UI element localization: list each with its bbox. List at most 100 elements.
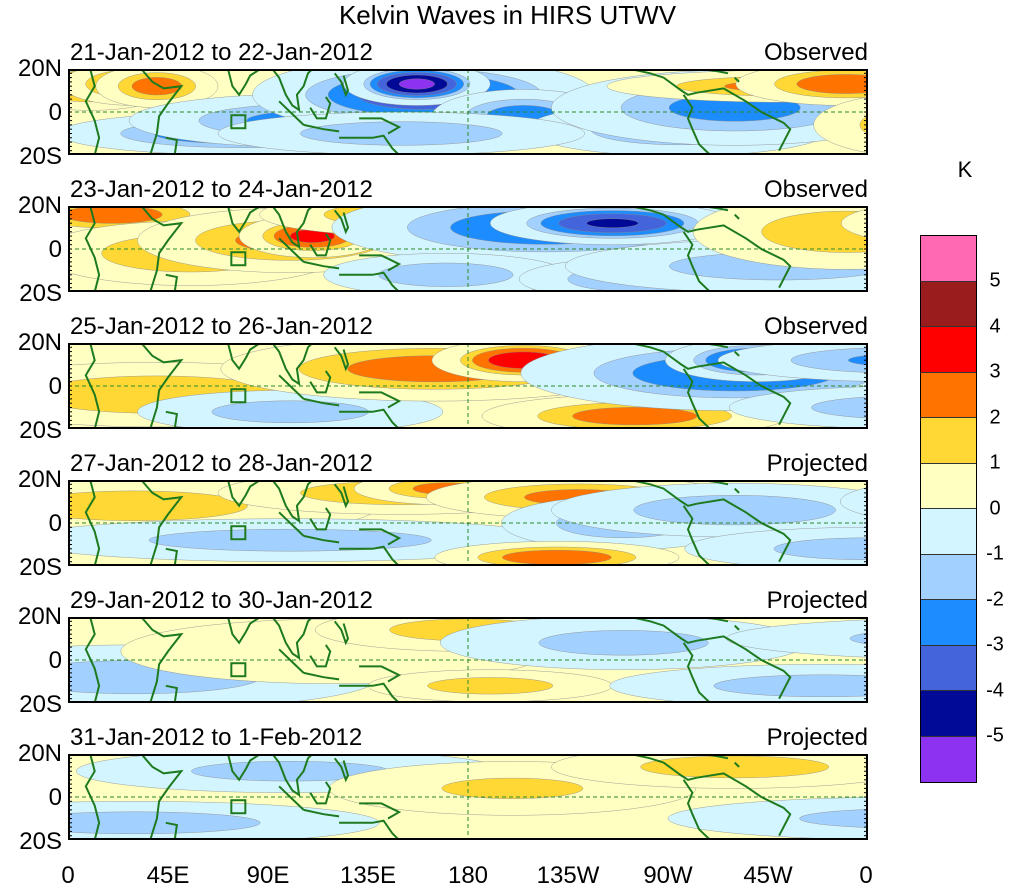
contour-region (148, 529, 432, 552)
coastline (333, 72, 350, 98)
coastline (309, 507, 332, 531)
y-tick-label: 20S (19, 691, 62, 718)
coastline (271, 617, 314, 660)
panel-0: 21-Jan-2012 to 22-Jan-2012 Observed 20N … (18, 39, 868, 170)
contour-region (790, 347, 868, 373)
colorbar-label: 4 (989, 315, 1001, 338)
coastline (359, 528, 402, 546)
coastline (333, 757, 350, 783)
coastline (165, 684, 179, 703)
contour-region (796, 74, 868, 94)
coastline (333, 346, 350, 372)
coastline (696, 224, 792, 289)
coastline (271, 206, 314, 249)
coastline (629, 754, 698, 781)
colorbar-swatch (921, 691, 976, 737)
coastline (734, 487, 740, 494)
contour-region (538, 630, 709, 656)
colorbar-label: -5 (986, 724, 1004, 747)
colorbar (920, 235, 977, 783)
panel-frame (68, 480, 868, 566)
coastline (682, 505, 711, 566)
colorbar-label: 0 (989, 497, 1001, 520)
coastline (309, 370, 332, 394)
coastline (278, 100, 305, 126)
coastline (682, 368, 711, 429)
coastline (696, 87, 792, 152)
coastline (271, 480, 314, 523)
coastline (227, 754, 263, 782)
contour-region (840, 487, 868, 516)
panel-date: 25-Jan-2012 to 26-Jan-2012 (70, 313, 373, 340)
y-tick-label: 0 (48, 236, 62, 263)
coastline (271, 69, 314, 112)
coastline (359, 117, 402, 135)
x-tick-label: 0 (859, 862, 873, 889)
region-box (230, 114, 247, 130)
coastline (165, 273, 179, 292)
colorbar-swatch (921, 372, 976, 418)
region-box (230, 388, 247, 404)
y-tick-label: 20S (19, 280, 62, 307)
panel-2: 25-Jan-2012 to 26-Jan-2012 Observed 20N … (18, 313, 868, 444)
coastline (734, 76, 740, 83)
contour-region (378, 262, 514, 287)
panel-kind: Observed (763, 39, 868, 66)
coastline (84, 69, 101, 155)
colorbar-units: K (957, 157, 973, 182)
coastline (227, 69, 263, 97)
y-tick-label: 20N (17, 55, 62, 82)
panel-frame (68, 754, 868, 840)
coastline (696, 498, 792, 563)
y-tick-label: 20N (17, 603, 62, 630)
region-box (230, 525, 247, 541)
coastline (629, 343, 698, 370)
coastline (84, 480, 101, 566)
colorbar-label: -4 (986, 679, 1004, 702)
coastline (359, 254, 402, 272)
coastline (359, 802, 402, 820)
coastline (140, 754, 184, 840)
coastline (140, 480, 184, 566)
anomaly-map (68, 343, 868, 429)
panel-1: 23-Jan-2012 to 24-Jan-2012 Observed 20N … (18, 176, 868, 307)
coastline (84, 754, 101, 840)
coastline (696, 772, 792, 837)
contour-region (849, 632, 868, 645)
coastline (734, 350, 740, 357)
coastline (84, 343, 101, 429)
contour-region (441, 777, 584, 799)
contour-region (586, 218, 639, 228)
coastline (303, 397, 340, 407)
contour-region (811, 396, 868, 419)
region-box (230, 251, 247, 267)
colorbar-label: -3 (986, 633, 1004, 656)
x-tick-label: 90W (643, 862, 693, 889)
x-tick-label: 135E (339, 862, 397, 889)
coastline (303, 260, 340, 270)
colorbar-swatch (921, 463, 976, 509)
coastline (84, 206, 101, 292)
colorbar-swatch (921, 600, 976, 646)
anomaly-map (68, 480, 868, 566)
panel-frame (68, 617, 868, 703)
x-tick-label: 90E (246, 862, 290, 889)
coastline (629, 617, 698, 644)
y-tick-label: 0 (48, 99, 62, 126)
y-tick-label: 20S (19, 554, 62, 581)
colorbar-label: 5 (989, 269, 1001, 292)
coastline (333, 620, 350, 646)
coastline (165, 136, 179, 155)
contour-region (68, 811, 261, 834)
x-tick-label: 45W (743, 862, 793, 889)
anomaly-map (68, 617, 868, 703)
coastline (227, 206, 263, 234)
colorbar-swatch (921, 554, 976, 600)
coastline (278, 511, 305, 537)
coastline (165, 410, 179, 429)
coastline (140, 617, 184, 703)
x-tick-label: 0 (61, 862, 75, 889)
coastline (165, 547, 179, 566)
contour-region (813, 96, 868, 153)
contour-region (713, 674, 868, 697)
